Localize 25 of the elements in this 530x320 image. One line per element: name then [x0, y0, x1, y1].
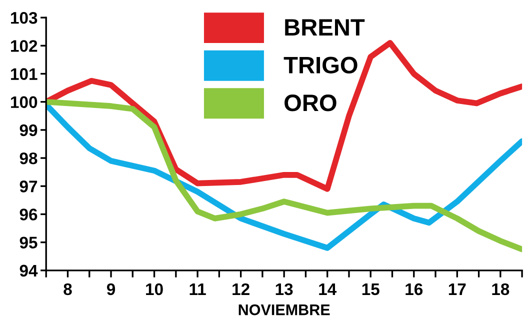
- x-tick-label: 13: [276, 283, 293, 296]
- legend-label: BRENT: [285, 19, 365, 36]
- x-tick-label: 9: [106, 283, 116, 296]
- y-tick-label: 99: [20, 124, 38, 136]
- y-tick-label: 97: [20, 180, 38, 192]
- y-tick-label: 94: [20, 264, 38, 277]
- y-tick-label: 103: [11, 12, 38, 24]
- x-tick-label: 11: [190, 284, 206, 295]
- x-tick-label: 16: [406, 283, 423, 296]
- x-axis-title: NOVIEMBRE: [238, 304, 330, 316]
- y-tick-label: 100: [11, 96, 38, 108]
- y-tick-label: 96: [20, 208, 38, 220]
- x-tick-label: 10: [146, 283, 163, 296]
- y-tick-label: 102: [11, 40, 38, 52]
- legend-label: TRIGO: [284, 56, 358, 74]
- y-tick-label: 95: [20, 236, 38, 249]
- x-tick-label: 17: [448, 284, 466, 295]
- legend-label: ORO: [284, 94, 336, 112]
- y-tick-label: 98: [20, 152, 38, 164]
- x-tick-label: 15: [362, 284, 380, 296]
- x-tick-label: 8: [64, 283, 72, 296]
- y-tick-label: 101: [11, 68, 38, 80]
- x-tick-label: 18: [492, 283, 510, 296]
- x-tick-label: 14: [319, 284, 337, 295]
- x-tick-label: 12: [232, 283, 250, 295]
